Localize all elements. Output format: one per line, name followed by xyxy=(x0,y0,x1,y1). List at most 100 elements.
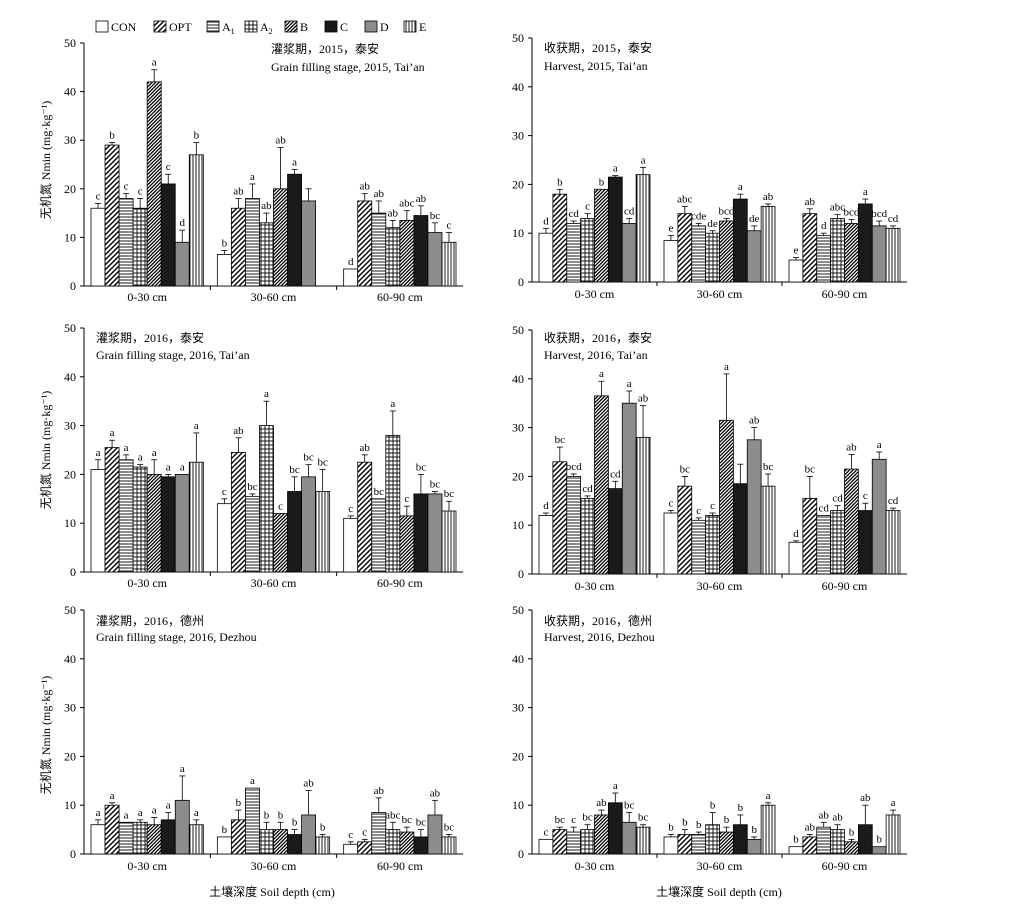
significance-label: a xyxy=(877,439,882,451)
significance-label: d xyxy=(543,215,549,227)
bar-A1 xyxy=(566,831,582,855)
bar-C xyxy=(413,493,429,573)
bar-A2 xyxy=(259,222,274,287)
bar-OPT xyxy=(677,485,693,575)
bar-D xyxy=(621,223,637,283)
significance-label: a xyxy=(194,807,199,819)
bar-B xyxy=(399,219,415,287)
significance-label: c xyxy=(571,814,576,826)
bar-A1 xyxy=(118,821,134,855)
y-tick-label: 10 xyxy=(512,798,524,812)
significance-label: c xyxy=(447,220,452,232)
significance-label: bcd xyxy=(843,207,859,219)
bar-D xyxy=(871,846,887,855)
significance-label: a xyxy=(124,809,129,821)
bar-A2 xyxy=(705,232,720,283)
bar-C xyxy=(607,802,623,855)
significance-label: a xyxy=(180,763,185,775)
significance-label: ab xyxy=(374,785,385,797)
x-category-label: 0-30 cm xyxy=(127,859,167,873)
y-tick-label: 10 xyxy=(64,516,76,530)
significance-label: bc xyxy=(416,461,427,473)
significance-label: bc xyxy=(624,800,635,812)
bar-D xyxy=(427,814,443,855)
legend-swatch-A1 xyxy=(206,20,220,33)
significance-label: a xyxy=(250,171,255,183)
significance-label: b xyxy=(710,800,716,812)
x-category-label: 30-60 cm xyxy=(697,859,743,873)
significance-label: b xyxy=(222,238,228,250)
significance-label: a xyxy=(264,388,269,400)
bar-OPT xyxy=(677,213,693,283)
bar-CON xyxy=(90,207,106,287)
x-category-label: 30-60 cm xyxy=(251,576,297,590)
bar-OPT xyxy=(104,804,120,855)
legend-label-C: C xyxy=(340,20,348,34)
chart-panel-4: 0 10 20 30 40 50 收获期，2016，泰安 Harvest, 2016, Tai… xyxy=(512,323,907,593)
significance-label: a xyxy=(138,452,143,464)
legend-label-B: B xyxy=(300,20,308,34)
significance-label: c xyxy=(543,826,548,838)
bar-CON xyxy=(216,836,232,855)
bar-CON xyxy=(343,268,359,287)
significance-label: a xyxy=(641,154,646,166)
bar-OPT xyxy=(552,193,568,283)
significance-label: c xyxy=(124,181,129,193)
significance-label: bc xyxy=(680,463,691,475)
bar-D xyxy=(746,838,762,855)
y-tick-label: 50 xyxy=(64,321,76,335)
significance-label: ab xyxy=(303,778,314,790)
bar-C xyxy=(857,824,873,855)
bar-A1 xyxy=(245,495,260,573)
bar-OPT xyxy=(104,144,120,287)
significance-label: b xyxy=(793,834,799,846)
significance-label: c xyxy=(348,503,353,515)
bar-A1 xyxy=(118,198,134,287)
significance-label: c xyxy=(138,186,143,198)
bar-D xyxy=(746,439,762,575)
bar-CON xyxy=(343,843,359,855)
significance-label: a xyxy=(627,378,632,390)
significance-label: cd xyxy=(624,206,635,218)
significance-label: c xyxy=(668,498,673,510)
significance-label: a xyxy=(152,57,157,69)
y-tick-label: 30 xyxy=(64,133,76,147)
significance-label: a xyxy=(152,447,157,459)
bar-E xyxy=(885,814,901,855)
bar-E xyxy=(635,174,651,283)
significance-label: b xyxy=(876,834,882,846)
significance-label: de xyxy=(749,213,760,225)
significance-label: bc xyxy=(416,817,427,829)
significance-label: c xyxy=(96,190,101,202)
significance-label: a xyxy=(180,461,185,473)
legend-label-A1: A1 xyxy=(222,20,235,36)
chart-panels: 0 10 20 30 40 50 灌浆期，2015，泰安 Grain filling stag… xyxy=(64,31,907,873)
bar-OPT xyxy=(230,819,246,855)
bar-C xyxy=(607,176,623,283)
panel-title-en: Grain filling stage, 2015, Tai’an xyxy=(271,60,425,74)
panel-title-en: Grain filling stage, 2016, Tai’an xyxy=(96,348,250,362)
bar-E xyxy=(885,227,901,283)
bar-A2 xyxy=(385,829,401,855)
bar-D xyxy=(301,476,317,573)
legend-swatch-A2 xyxy=(244,20,258,33)
significance-label: c xyxy=(863,490,868,502)
significance-label: a xyxy=(96,807,101,819)
bar-A2 xyxy=(132,207,148,287)
significance-label: ab xyxy=(860,792,871,804)
significance-label: a xyxy=(166,461,171,473)
panel-title-cn: 收获期，2015，泰安 xyxy=(544,40,652,55)
significance-label: bcd xyxy=(871,208,887,220)
bar-CON xyxy=(90,469,106,573)
significance-label: bc xyxy=(638,812,649,824)
significance-label: bc xyxy=(289,464,300,476)
significance-label: a xyxy=(863,186,868,198)
bar-C xyxy=(857,510,873,575)
significance-label: cd xyxy=(610,468,621,480)
significance-label: bc xyxy=(430,478,441,490)
significance-label: de xyxy=(707,218,718,230)
significance-label: b xyxy=(222,824,228,836)
x-category-label: 0-30 cm xyxy=(575,859,615,873)
significance-label: ab xyxy=(749,415,760,427)
